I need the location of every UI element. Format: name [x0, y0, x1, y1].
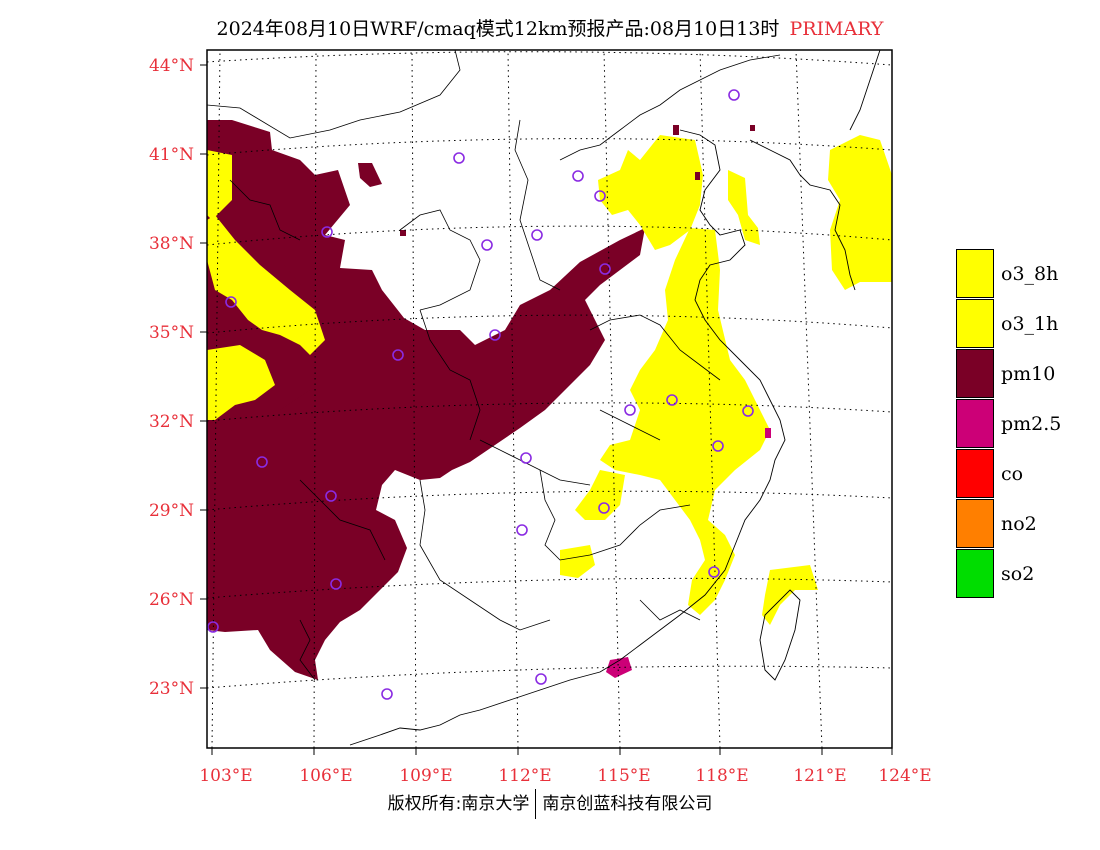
lat-label: 29°N: [149, 501, 194, 521]
legend-label: co: [1001, 463, 1024, 485]
lon-label: 118°E: [695, 766, 748, 786]
lon-label: 124°E: [878, 766, 931, 786]
coastline: [349, 50, 881, 746]
station-markers: [207, 89, 754, 700]
lat-label: 41°N: [149, 145, 194, 165]
legend-item-pm10: pm10: [956, 349, 1096, 399]
o3-region-west-edge: [207, 150, 232, 220]
lon-label: 115°E: [597, 766, 650, 786]
copyright-separator: [535, 789, 537, 819]
lat-label: 32°N: [149, 412, 194, 432]
lat-label: 26°N: [149, 590, 194, 610]
legend-label: o3_8h: [1001, 263, 1059, 285]
map-title: 2024年08月10日WRF/cmaq模式12km预报产品:08月10日13时 P…: [0, 14, 1100, 41]
lat-label: 23°N: [149, 679, 194, 699]
o3-region-west: [207, 215, 325, 355]
legend-swatch: [956, 249, 994, 298]
o3-region-central: [575, 470, 625, 520]
pm10-patch-small: [400, 230, 406, 236]
pm10-region-west: [207, 120, 645, 680]
longitude-labels: 103°E 106°E 109°E 112°E 115°E 118°E 121°…: [199, 766, 931, 786]
legend-swatch: [956, 499, 994, 548]
map-frame: [206, 49, 893, 749]
province-boundaries: [207, 50, 781, 681]
lat-label: 44°N: [149, 56, 194, 76]
legend-label: no2: [1001, 513, 1037, 535]
legend-item-o3-8h: o3_8h: [956, 249, 1096, 299]
lon-label: 106°E: [299, 766, 352, 786]
pm10-patch-north: [358, 163, 382, 187]
title-main: 2024年08月10日WRF/cmaq模式12km预报产品:08月10日13时: [216, 18, 780, 40]
tick-marks: [200, 64, 893, 755]
lon-label: 103°E: [199, 766, 252, 786]
legend-item-co: co: [956, 449, 1096, 499]
copyright-right: 南京创蓝科技有限公司: [542, 794, 713, 814]
lon-label: 112°E: [498, 766, 551, 786]
copyright-left: 版权所有:南京大学: [387, 794, 530, 814]
title-tag: PRIMARY: [789, 18, 884, 40]
copyright-line: 版权所有:南京大学 南京创蓝科技有限公司: [0, 789, 1100, 819]
o3-region-taiwan-strait: [762, 565, 818, 625]
legend-item-pm25: pm2.5: [956, 399, 1096, 449]
legend-swatch: [956, 399, 994, 448]
o3-region-korea: [828, 135, 892, 290]
pm25-patch-east: [765, 428, 771, 438]
o3-region-north-coast: [600, 228, 770, 615]
legend-swatch: [956, 549, 994, 598]
legend-item-so2: so2: [956, 549, 1096, 599]
lat-label: 35°N: [149, 323, 194, 343]
o3-region-northeast: [728, 170, 760, 245]
legend-label: pm2.5: [1001, 413, 1062, 435]
lat-label: 38°N: [149, 234, 194, 254]
o3-region-west-2: [207, 345, 275, 420]
legend-label: o3_1h: [1001, 313, 1059, 335]
legend-swatch: [956, 299, 994, 348]
legend-label: pm10: [1001, 363, 1056, 385]
map-content: [207, 50, 892, 748]
legend-swatch: [956, 349, 994, 398]
legend-label: so2: [1001, 563, 1035, 585]
legend-item-no2: no2: [956, 499, 1096, 549]
lon-label: 121°E: [793, 766, 846, 786]
pm10-patch-coast: [695, 172, 700, 180]
legend-swatch: [956, 449, 994, 498]
pm10-patch-ne: [673, 125, 679, 135]
lon-label: 109°E: [399, 766, 452, 786]
latitude-labels: 44°N 41°N 38°N 35°N 32°N 29°N 26°N 23°N: [149, 56, 194, 699]
o3-region-beijing: [598, 135, 703, 250]
legend-item-o3-1h: o3_1h: [956, 299, 1096, 349]
pollutant-legend: o3_8h o3_1h pm10 pm2.5 co no2 so2: [956, 249, 1096, 599]
pm10-patch-ne-2: [750, 125, 755, 131]
o3-region-south: [560, 545, 595, 578]
